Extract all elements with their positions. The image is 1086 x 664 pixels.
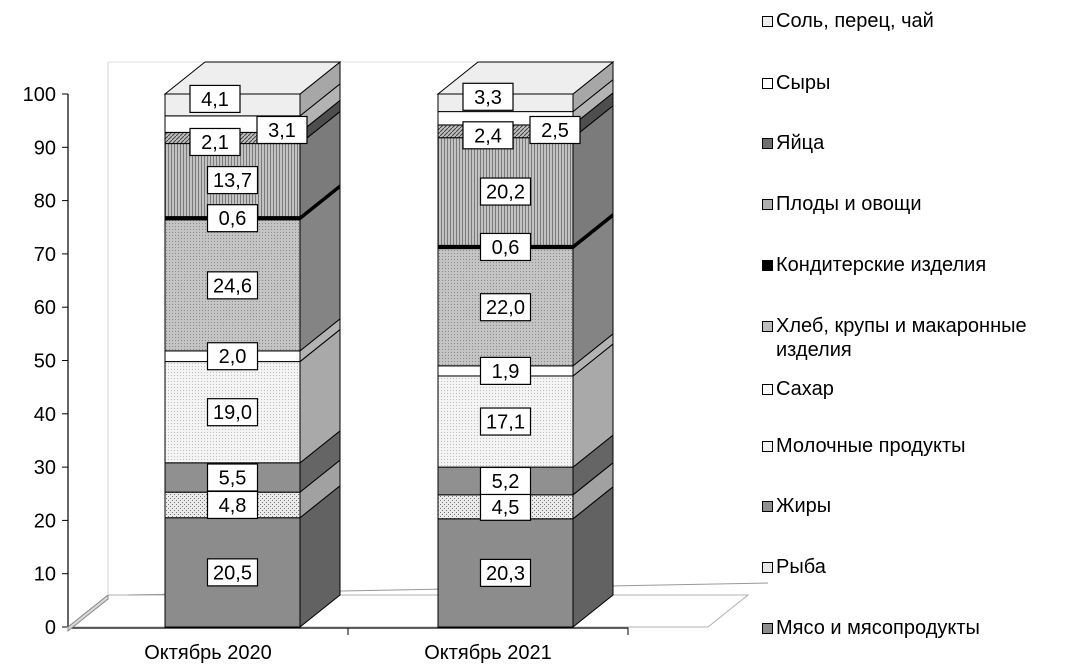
legend-swatch xyxy=(762,321,773,332)
legend-swatch xyxy=(762,78,773,89)
legend-swatch xyxy=(762,562,773,573)
data-label-0-2: 5,5 xyxy=(219,467,247,489)
legend-item: Хлеб, крупы и макаронные изделия xyxy=(762,314,1076,362)
data-label-1-9: 2,5 xyxy=(541,120,569,142)
data-label-0-5: 24,6 xyxy=(213,275,252,297)
data-labels-group: 20,5 4,8 5,5 19,0 2,0 24,6 0,6 13,7 2,1 3,1 4,1 20,… xyxy=(189,82,581,588)
data-label-box-0-2 xyxy=(206,463,259,492)
y-tick-label: 10 xyxy=(34,564,56,586)
legend-label: Яйца xyxy=(776,132,825,154)
legend-item: Мясо и мясопродукты xyxy=(762,616,1076,640)
data-label-0-6: 0,6 xyxy=(219,208,247,230)
legend-swatch xyxy=(762,384,773,395)
y-tick-label: 100 xyxy=(23,84,56,106)
legend-label: Мясо и мясопродукты xyxy=(776,617,980,639)
y-tick-label: 0 xyxy=(45,617,56,639)
data-label-box-0-10 xyxy=(189,84,241,114)
x-tick-label-0: Октябрь 2020 xyxy=(144,642,272,664)
legend-label: Соль, перец, чай xyxy=(776,10,934,32)
legend-label: Сыры xyxy=(776,72,831,94)
legend-item: Рыба xyxy=(762,555,1076,579)
legend-swatch xyxy=(762,199,773,210)
legend-item: Соль, перец, чай xyxy=(762,9,1076,33)
y-tick-label: 70 xyxy=(34,244,56,266)
data-label-box-0-7 xyxy=(206,165,259,195)
data-label-0-10: 4,1 xyxy=(201,89,229,111)
data-label-box-0-9 xyxy=(256,115,308,145)
x-tick-label-1: Октябрь 2021 xyxy=(424,642,552,664)
data-label-1-0: 20,3 xyxy=(486,563,525,585)
data-label-box-1-2 xyxy=(479,466,532,496)
y-tick-label: 80 xyxy=(34,191,56,213)
chart-floor-edge xyxy=(67,593,109,633)
legend-label: Сахар xyxy=(776,378,834,400)
legend-label: Кондитерские изделия xyxy=(776,254,987,276)
data-label-box-1-3 xyxy=(479,407,532,436)
y-tick-label: 20 xyxy=(34,510,56,532)
data-label-box-0-3 xyxy=(206,398,259,427)
legend-item: Яйца xyxy=(762,131,1076,155)
data-label-box-1-4 xyxy=(479,356,532,385)
y-tick-label: 30 xyxy=(34,457,56,479)
data-label-0-0: 20,5 xyxy=(213,562,252,584)
data-label-0-4: 2,0 xyxy=(219,346,247,368)
legend-label: Рыба xyxy=(776,556,826,578)
legend-label: Хлеб, крупы и макаронные изделия xyxy=(776,315,1027,361)
data-label-1-1: 4,5 xyxy=(492,497,520,519)
data-label-box-1-1 xyxy=(479,492,532,521)
data-label-box-1-7 xyxy=(479,177,532,206)
legend-item: Молочные продукты xyxy=(762,434,1076,458)
data-label-0-9: 3,1 xyxy=(268,120,296,142)
data-label-0-1: 4,8 xyxy=(219,495,247,517)
legend-swatch xyxy=(762,623,773,634)
legend-swatch xyxy=(762,501,773,512)
data-label-1-10: 3,3 xyxy=(474,87,502,109)
legend-item: Кондитерские изделия xyxy=(762,253,1076,277)
data-label-1-3: 17,1 xyxy=(486,412,525,434)
legend-item: Жиры xyxy=(762,494,1076,518)
y-tick-label: 50 xyxy=(34,351,56,373)
legend-swatch xyxy=(762,138,773,149)
data-label-1-8: 2,4 xyxy=(474,125,502,147)
data-label-0-8: 2,1 xyxy=(201,132,229,154)
data-label-box-0-6 xyxy=(206,204,259,233)
legend-swatch xyxy=(762,441,773,452)
data-label-box-1-6 xyxy=(479,232,532,262)
legend-swatch xyxy=(762,16,773,27)
data-label-box-0-0 xyxy=(206,558,259,587)
legend-item: Сыры xyxy=(762,71,1076,95)
legend-label: Молочные продукты xyxy=(776,435,966,457)
legend-label: Плоды и овощи xyxy=(776,193,922,215)
legend-label: Жиры xyxy=(776,495,832,517)
data-label-box-0-8 xyxy=(189,127,241,157)
y-tick-label: 60 xyxy=(34,297,56,319)
data-label-0-7: 13,7 xyxy=(213,170,252,192)
legend-item: Сахар xyxy=(762,377,1076,401)
data-label-box-1-5 xyxy=(479,293,532,322)
data-label-box-1-9 xyxy=(529,115,581,145)
data-label-box-1-0 xyxy=(479,558,532,588)
data-label-1-2: 5,2 xyxy=(492,471,520,493)
y-tick-label: 40 xyxy=(34,404,56,426)
data-label-1-5: 22,0 xyxy=(486,297,525,319)
data-label-box-1-10 xyxy=(462,82,514,111)
data-label-box-0-5 xyxy=(206,271,259,300)
legend-swatch xyxy=(762,260,773,271)
legend-item: Плоды и овощи xyxy=(762,192,1076,216)
data-label-1-4: 1,9 xyxy=(492,361,520,383)
data-label-1-6: 0,6 xyxy=(492,237,520,259)
data-label-1-7: 20,2 xyxy=(486,182,525,204)
y-tick-label: 90 xyxy=(34,137,56,159)
data-label-0-3: 19,0 xyxy=(213,402,252,424)
data-label-box-0-4 xyxy=(206,342,259,371)
axes-group: 0 10 20 30 40 50 60 70 80 90 100 Октябрь 2020 Октябр… xyxy=(23,84,629,664)
data-label-box-0-1 xyxy=(206,490,259,520)
data-label-box-1-8 xyxy=(462,121,514,150)
